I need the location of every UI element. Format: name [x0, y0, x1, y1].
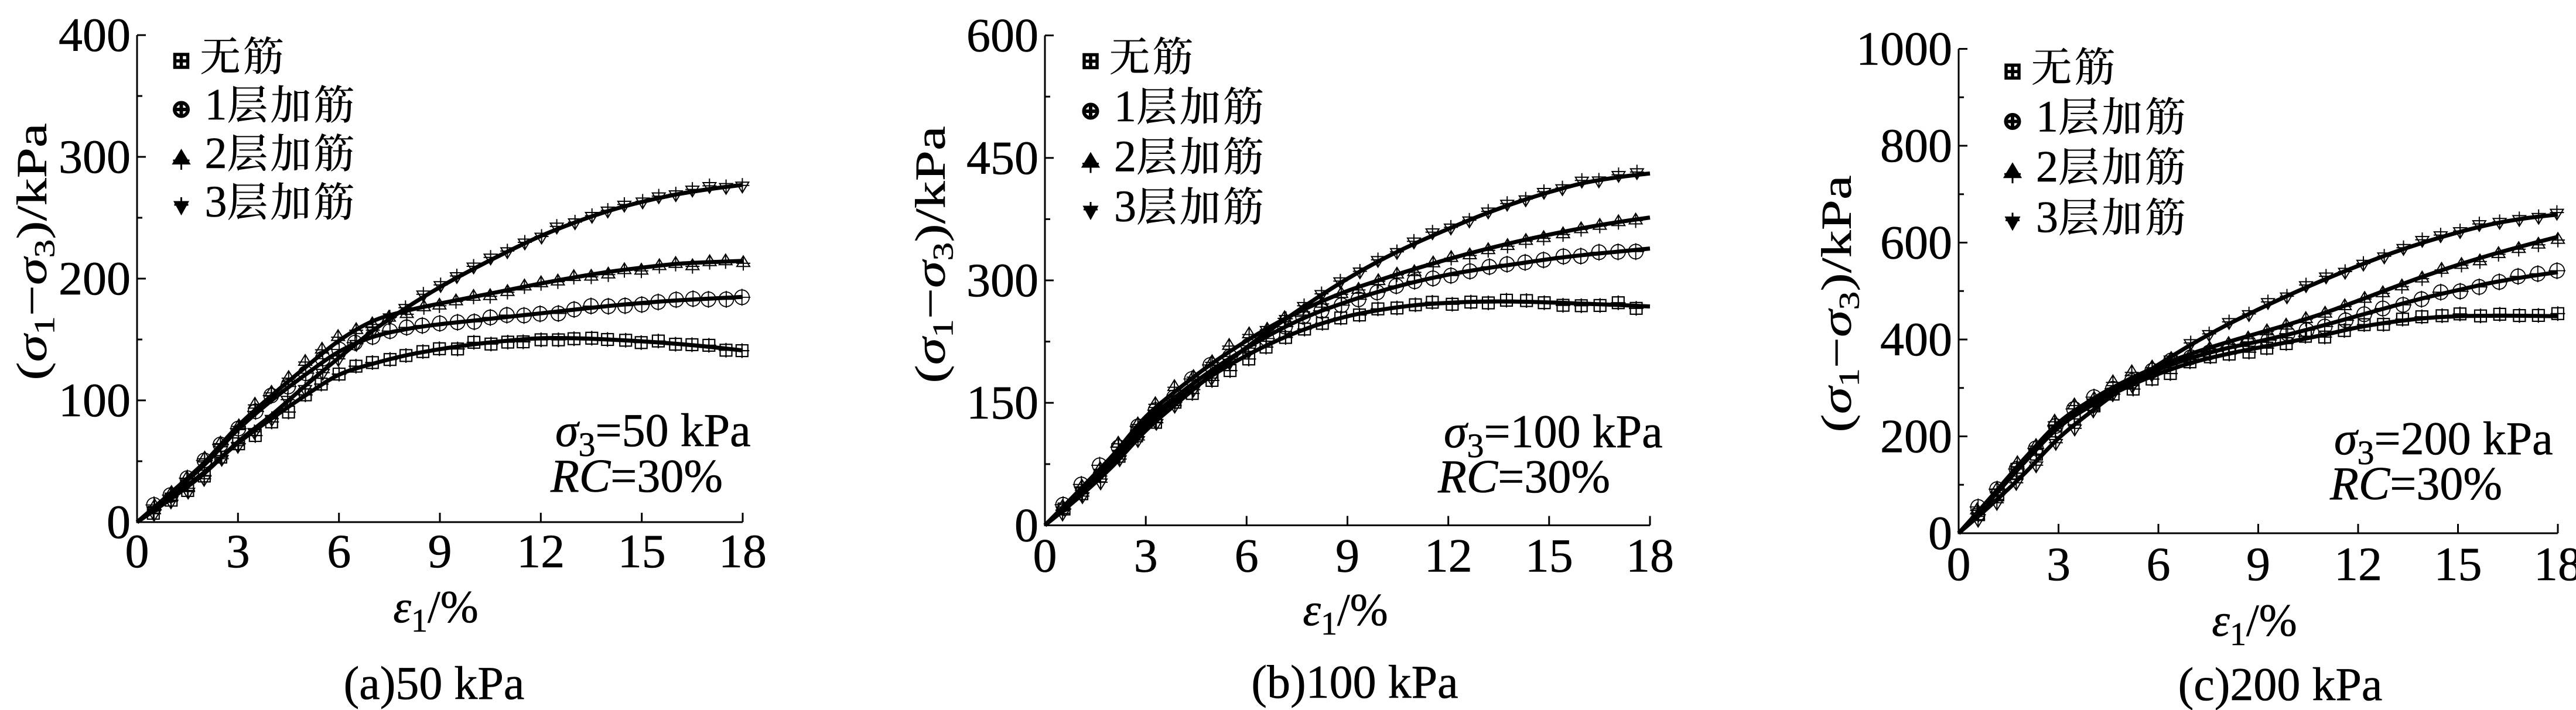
svg-text:150: 150: [966, 376, 1038, 429]
svg-text:3: 3: [1134, 529, 1158, 582]
svg-text:σ3=100 kPa: σ3=100 kPa: [1444, 406, 1663, 465]
svg-text:15: 15: [1525, 529, 1573, 582]
svg-text:ε1/%: ε1/%: [393, 581, 478, 639]
svg-text:ε1/%: ε1/%: [1303, 584, 1388, 642]
svg-text:18: 18: [1626, 529, 1674, 582]
svg-text:0: 0: [1014, 499, 1038, 552]
svg-text:450: 450: [966, 131, 1038, 184]
svg-text:2: 2: [2036, 142, 2058, 191]
svg-text:12: 12: [517, 524, 565, 578]
svg-text:12: 12: [1424, 529, 1473, 582]
svg-text:2: 2: [205, 129, 227, 178]
svg-text:1: 1: [2036, 92, 2058, 142]
svg-text:100: 100: [59, 373, 131, 427]
svg-text:15: 15: [618, 524, 666, 578]
svg-text:400: 400: [1880, 313, 1952, 366]
svg-text:(c)200 kPa: (c)200 kPa: [2178, 659, 2383, 710]
svg-text:RC=30%: RC=30%: [550, 451, 723, 502]
svg-text:RC=30%: RC=30%: [2329, 458, 2502, 510]
svg-text:300: 300: [59, 130, 131, 183]
svg-text:3: 3: [1114, 182, 1136, 231]
svg-text:600: 600: [966, 9, 1038, 62]
svg-text:12: 12: [2334, 537, 2382, 591]
svg-text:1: 1: [1114, 82, 1136, 131]
svg-text:9: 9: [2246, 537, 2270, 591]
svg-text:6: 6: [327, 524, 351, 578]
svg-text:0: 0: [125, 524, 149, 578]
svg-text:6: 6: [2147, 537, 2171, 591]
svg-text:(σ1−σ3)/kPa: (σ1−σ3)/kPa: [1813, 175, 1866, 432]
svg-text:(b)100 kPa: (b)100 kPa: [1251, 657, 1458, 708]
svg-text:3: 3: [2047, 537, 2071, 591]
svg-text:0: 0: [1033, 529, 1057, 582]
svg-text:200: 200: [1880, 410, 1952, 463]
svg-text:0: 0: [1928, 506, 1952, 560]
svg-text:ε1/%: ε1/%: [2212, 595, 2297, 653]
svg-text:200: 200: [59, 252, 131, 305]
svg-text:(σ1−σ3)/kPa: (σ1−σ3)/kPa: [907, 126, 959, 383]
svg-text:σ3=50 kPa: σ3=50 kPa: [555, 405, 751, 464]
svg-text:3: 3: [205, 177, 227, 227]
svg-text:(σ1−σ3)/kPa: (σ1−σ3)/kPa: [9, 123, 61, 380]
svg-text:400: 400: [59, 8, 131, 61]
svg-text:0: 0: [1947, 537, 1971, 591]
svg-text:0: 0: [107, 495, 131, 548]
svg-text:15: 15: [2434, 537, 2482, 591]
svg-text:1000: 1000: [1856, 22, 1952, 76]
svg-text:18: 18: [719, 524, 767, 578]
svg-text:(a)50 kPa: (a)50 kPa: [344, 658, 525, 709]
svg-text:6: 6: [1235, 529, 1259, 582]
svg-text:9: 9: [1335, 529, 1359, 582]
svg-text:σ3=200 kPa: σ3=200 kPa: [2334, 413, 2553, 472]
svg-text:600: 600: [1880, 216, 1952, 269]
svg-text:800: 800: [1880, 119, 1952, 172]
svg-text:1: 1: [205, 80, 227, 129]
svg-text:2: 2: [1114, 132, 1136, 181]
svg-text:RC=30%: RC=30%: [1437, 451, 1610, 503]
svg-text:3: 3: [2036, 193, 2058, 242]
svg-text:18: 18: [2534, 537, 2576, 591]
svg-text:3: 3: [226, 524, 250, 578]
svg-text:300: 300: [966, 253, 1038, 307]
svg-text:9: 9: [428, 524, 452, 578]
